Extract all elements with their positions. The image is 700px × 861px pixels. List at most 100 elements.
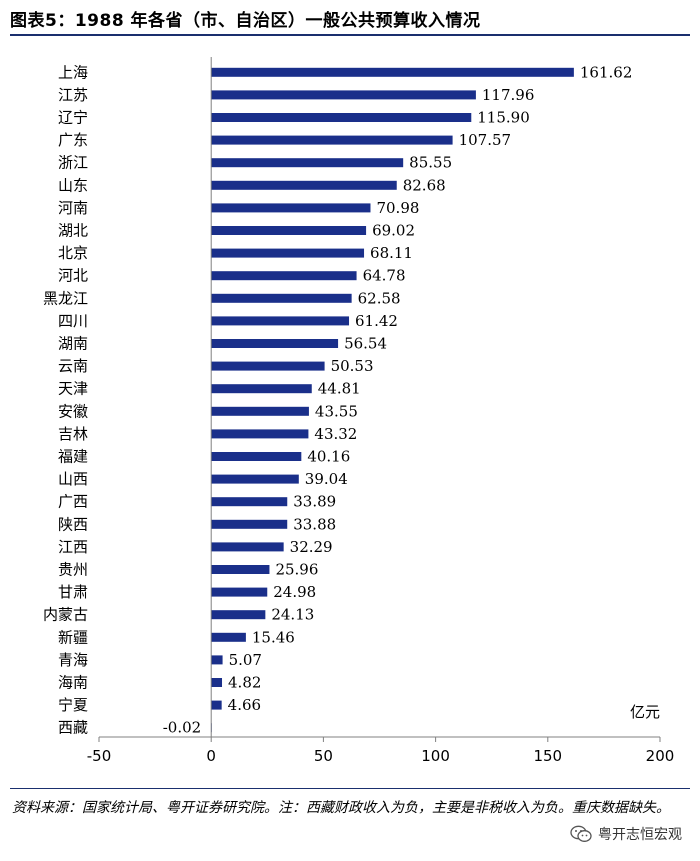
bar	[211, 248, 365, 258]
category-label: 河北	[58, 267, 88, 285]
bar	[211, 678, 223, 687]
bar	[211, 361, 325, 371]
category-label: 吉林	[58, 425, 88, 443]
category-label: 黑龙江	[43, 289, 88, 307]
bar	[211, 700, 222, 710]
category-label: 江苏	[58, 86, 88, 104]
value-label: 39.04	[305, 470, 348, 488]
bars-layer: 161.62 117.96 115.90 107.57 85.55 82.68 70.98 6…	[163, 63, 633, 736]
value-label: 69.02	[372, 222, 415, 240]
category-label: 甘肃	[58, 583, 88, 601]
category-label: 贵州	[58, 561, 88, 579]
category-label: 江西	[58, 538, 88, 556]
value-label: 62.58	[358, 289, 401, 307]
category-label: 福建	[58, 448, 88, 466]
value-label: 32.29	[290, 538, 333, 556]
category-label: 新疆	[58, 628, 88, 646]
bar	[211, 474, 299, 484]
value-label: 33.89	[293, 493, 336, 511]
bar	[211, 429, 309, 439]
value-label: 61.42	[355, 312, 398, 330]
unit-label: 亿元	[630, 703, 660, 721]
value-label: 85.55	[409, 154, 452, 172]
category-label: 四川	[58, 312, 88, 330]
value-label: 5.07	[229, 651, 262, 669]
value-label: 15.46	[252, 628, 295, 646]
bar	[211, 406, 309, 416]
x-tick-label: 150	[533, 747, 562, 765]
value-label: 115.90	[477, 109, 530, 127]
bar	[211, 587, 268, 597]
category-label: 北京	[58, 244, 88, 262]
bar	[211, 610, 266, 620]
bar	[211, 203, 371, 213]
category-label: 山西	[58, 470, 88, 488]
bar	[211, 113, 472, 122]
value-label: 82.68	[403, 176, 446, 194]
x-tick-label: 50	[314, 747, 333, 765]
value-label: 50.53	[331, 357, 374, 375]
category-label: 海南	[58, 674, 88, 692]
value-label: 24.13	[271, 606, 314, 624]
bar	[211, 632, 246, 642]
bar	[211, 158, 404, 168]
bar	[211, 497, 288, 507]
value-label: 107.57	[459, 131, 512, 149]
category-label: 青海	[58, 651, 88, 669]
wechat-icon	[570, 825, 592, 842]
category-label: 河南	[58, 199, 88, 217]
category-label: 陕西	[58, 515, 88, 533]
bar	[211, 542, 284, 552]
category-label: 西藏	[58, 719, 88, 737]
value-label: 56.54	[344, 335, 387, 353]
category-label: 宁夏	[58, 696, 88, 714]
chart-title: 图表5：1988 年各省（市、自治区）一般公共预算收入情况	[10, 11, 481, 31]
value-label: 24.98	[273, 583, 316, 601]
bar	[211, 135, 453, 145]
axis-layer: 上海江苏辽宁广东浙江山东河南湖北北京河北黑龙江四川湖南云南天津安徽吉林福建山西广…	[43, 57, 674, 765]
category-label: 广西	[58, 493, 88, 511]
category-label: 天津	[58, 380, 88, 398]
bar	[211, 565, 270, 574]
x-tick-label: 100	[421, 747, 450, 765]
category-label: 辽宁	[58, 109, 88, 127]
category-label: 湖南	[58, 335, 88, 353]
category-label: 浙江	[58, 154, 88, 172]
value-label: 68.11	[370, 244, 413, 262]
category-label: 山东	[58, 176, 88, 194]
category-label: 内蒙古	[43, 606, 88, 624]
value-label: 44.81	[318, 380, 361, 398]
bar	[211, 519, 288, 529]
footer-rule	[10, 788, 690, 789]
category-label: 云南	[58, 357, 88, 375]
bar	[211, 339, 339, 348]
value-label: 64.78	[363, 267, 406, 285]
category-label: 湖北	[58, 222, 88, 240]
value-label: 4.82	[228, 674, 261, 692]
bar	[211, 655, 223, 665]
watermark-text: 粤开志恒宏观	[598, 827, 682, 843]
bar	[211, 90, 476, 100]
bar	[211, 452, 302, 461]
bar	[211, 226, 367, 235]
value-label: 4.66	[228, 696, 261, 714]
title-rule	[10, 34, 690, 36]
bar	[211, 271, 357, 281]
value-label: -0.02	[163, 719, 201, 737]
value-label: 43.32	[314, 425, 357, 443]
value-label: 161.62	[580, 63, 633, 81]
x-tick-label: -50	[87, 747, 112, 765]
value-label: 70.98	[376, 199, 419, 217]
bar	[211, 293, 352, 303]
bar	[211, 180, 397, 190]
source-note: 资料来源：国家统计局、粤开证券研究院。注：西藏财政收入为负，主要是非税收入为负。…	[12, 800, 670, 816]
category-label: 安徽	[58, 402, 88, 420]
category-label: 上海	[58, 63, 88, 81]
value-label: 40.16	[307, 448, 350, 466]
value-label: 33.88	[293, 515, 336, 533]
bar	[211, 316, 350, 326]
value-label: 117.96	[482, 86, 534, 104]
watermark: 粤开志恒宏观	[566, 822, 686, 846]
bar	[211, 67, 574, 77]
x-tick-label: 200	[646, 747, 675, 765]
